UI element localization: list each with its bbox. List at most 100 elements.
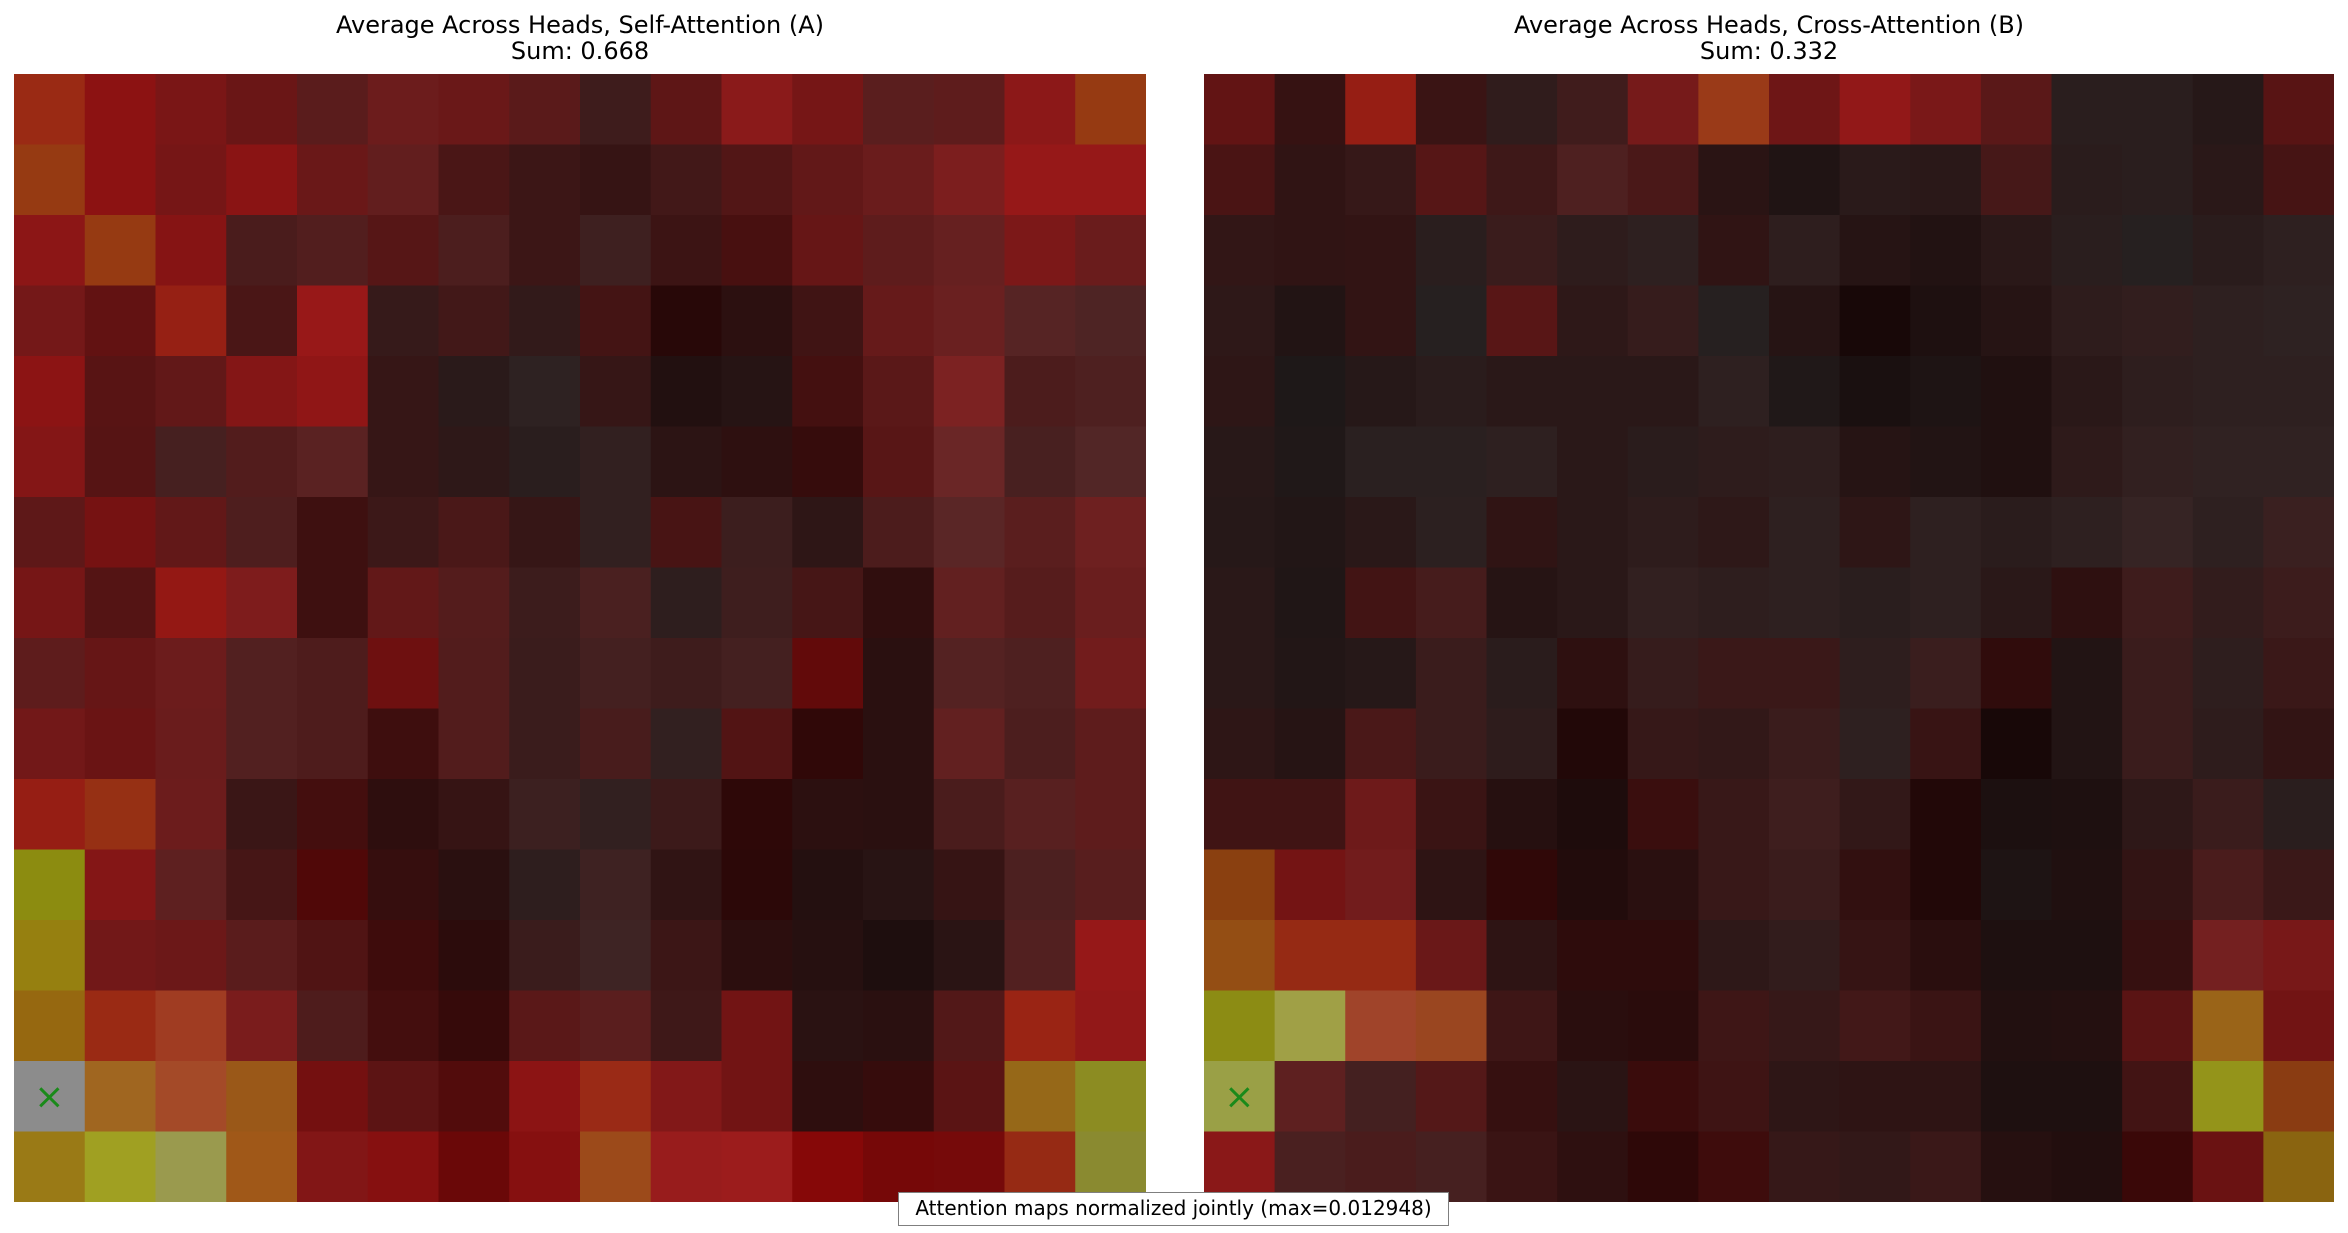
heatmap-cell [155, 285, 227, 357]
heatmap-cell [1627, 708, 1699, 780]
heatmap-cell [1698, 990, 1770, 1062]
heatmap-cell [2051, 144, 2123, 216]
heatmap-cell [1627, 144, 1699, 216]
heatmap-cell [1204, 779, 1276, 851]
heatmap-cell [226, 638, 298, 710]
normalization-note: Attention maps normalized jointly (max=0… [898, 1192, 1449, 1226]
heatmap-cell [1698, 356, 1770, 428]
heatmap-cell [2192, 426, 2264, 498]
heatmap-cell [2051, 779, 2123, 851]
heatmap-cell [1415, 638, 1488, 710]
heatmap-cell [933, 849, 1006, 921]
heatmap-cell [226, 1131, 298, 1202]
heatmap-cell [438, 74, 510, 146]
heatmap-cell [580, 426, 652, 498]
heatmap-cell [84, 285, 157, 357]
heatmap-cell [509, 990, 581, 1062]
heatmap-cell [2122, 1061, 2194, 1133]
heatmap-cell [2263, 849, 2334, 921]
heatmap-cell [509, 1061, 581, 1133]
heatmap-cell [297, 1061, 369, 1133]
heatmap-cell [297, 74, 369, 146]
heatmap-cell [792, 426, 864, 498]
heatmap-cell [1839, 567, 1911, 639]
heatmap-cell [1486, 1061, 1558, 1133]
heatmap-cell [1274, 144, 1346, 216]
heatmap-cell [1769, 920, 1841, 992]
heatmap-cell [1839, 638, 1911, 710]
heatmap-cell [1415, 920, 1488, 992]
heatmap-cell [367, 426, 440, 498]
heatmap-cell [1980, 920, 2053, 992]
heatmap-cell [1274, 356, 1346, 428]
heatmap-cell [1415, 567, 1488, 639]
heatmap-cell [1415, 356, 1488, 428]
heatmap-cell [721, 215, 793, 287]
heatmap-cell [863, 144, 935, 216]
heatmap-cell [2051, 638, 2123, 710]
heatmap-cell [792, 920, 864, 992]
heatmap-cell [1627, 779, 1699, 851]
heatmap-cell [509, 497, 581, 569]
heatmap-cell [933, 567, 1006, 639]
heatmap-cell [2122, 215, 2194, 287]
heatmap-cell [226, 849, 298, 921]
heatmap-cell [863, 567, 935, 639]
heatmap-cell [933, 779, 1006, 851]
heatmap-cell [1980, 497, 2053, 569]
heatmap-cell [1274, 497, 1346, 569]
heatmap-cell [650, 708, 723, 780]
heatmap-cell [1204, 356, 1276, 428]
heatmap-cell [1980, 990, 2053, 1062]
heatmap-cell [721, 708, 793, 780]
heatmap-cell [863, 74, 935, 146]
heatmap-cell [1345, 990, 1417, 1062]
heatmap-cell [84, 215, 157, 287]
heatmap-cell [1204, 1061, 1276, 1133]
heatmap-cell [2051, 285, 2123, 357]
heatmap-cell [1698, 144, 1770, 216]
heatmap-cell [863, 849, 935, 921]
heatmap-cell [580, 779, 652, 851]
heatmap-cell [14, 144, 86, 216]
heatmap-cell [367, 708, 440, 780]
heatmap-cell [226, 920, 298, 992]
heatmap-cell [2192, 285, 2264, 357]
heatmap-cell [650, 1061, 723, 1133]
heatmap-cell [1769, 708, 1841, 780]
heatmap-cell [438, 849, 510, 921]
heatmap-cell [721, 990, 793, 1062]
heatmap-cell [863, 990, 935, 1062]
heatmap-cell [2263, 426, 2334, 498]
heatmap-cell [1557, 1061, 1629, 1133]
heatmap-cell [1486, 638, 1558, 710]
heatmap-cell [226, 779, 298, 851]
heatmap-cell [1698, 426, 1770, 498]
heatmap-cell [438, 1131, 510, 1202]
heatmap-cell [14, 497, 86, 569]
heatmap-cell [1698, 1061, 1770, 1133]
heatmap-cell [509, 638, 581, 710]
heatmap-cell [14, 779, 86, 851]
heatmap-cell [933, 708, 1006, 780]
heatmap-cell [580, 1131, 652, 1202]
heatmap-cell [863, 215, 935, 287]
heatmap-cell [1557, 144, 1629, 216]
heatmap-cell [1415, 1131, 1488, 1202]
heatmap-cell [367, 285, 440, 357]
heatmap-cell [1839, 708, 1911, 780]
heatmap-cell [1769, 144, 1841, 216]
heatmap-cell [1557, 708, 1629, 780]
heatmap-cell [438, 779, 510, 851]
heatmap-cell [2122, 708, 2194, 780]
heatmap-cell [863, 426, 935, 498]
heatmap-cell [2122, 497, 2194, 569]
heatmap-cell [1769, 285, 1841, 357]
heatmap-cell [1839, 356, 1911, 428]
heatmap-cell [721, 285, 793, 357]
heatmap-cell [721, 144, 793, 216]
heatmap-cell [226, 990, 298, 1062]
heatmap-cell [14, 1061, 86, 1133]
heatmap-cell [1980, 1061, 2053, 1133]
heatmap-cell [1204, 638, 1276, 710]
